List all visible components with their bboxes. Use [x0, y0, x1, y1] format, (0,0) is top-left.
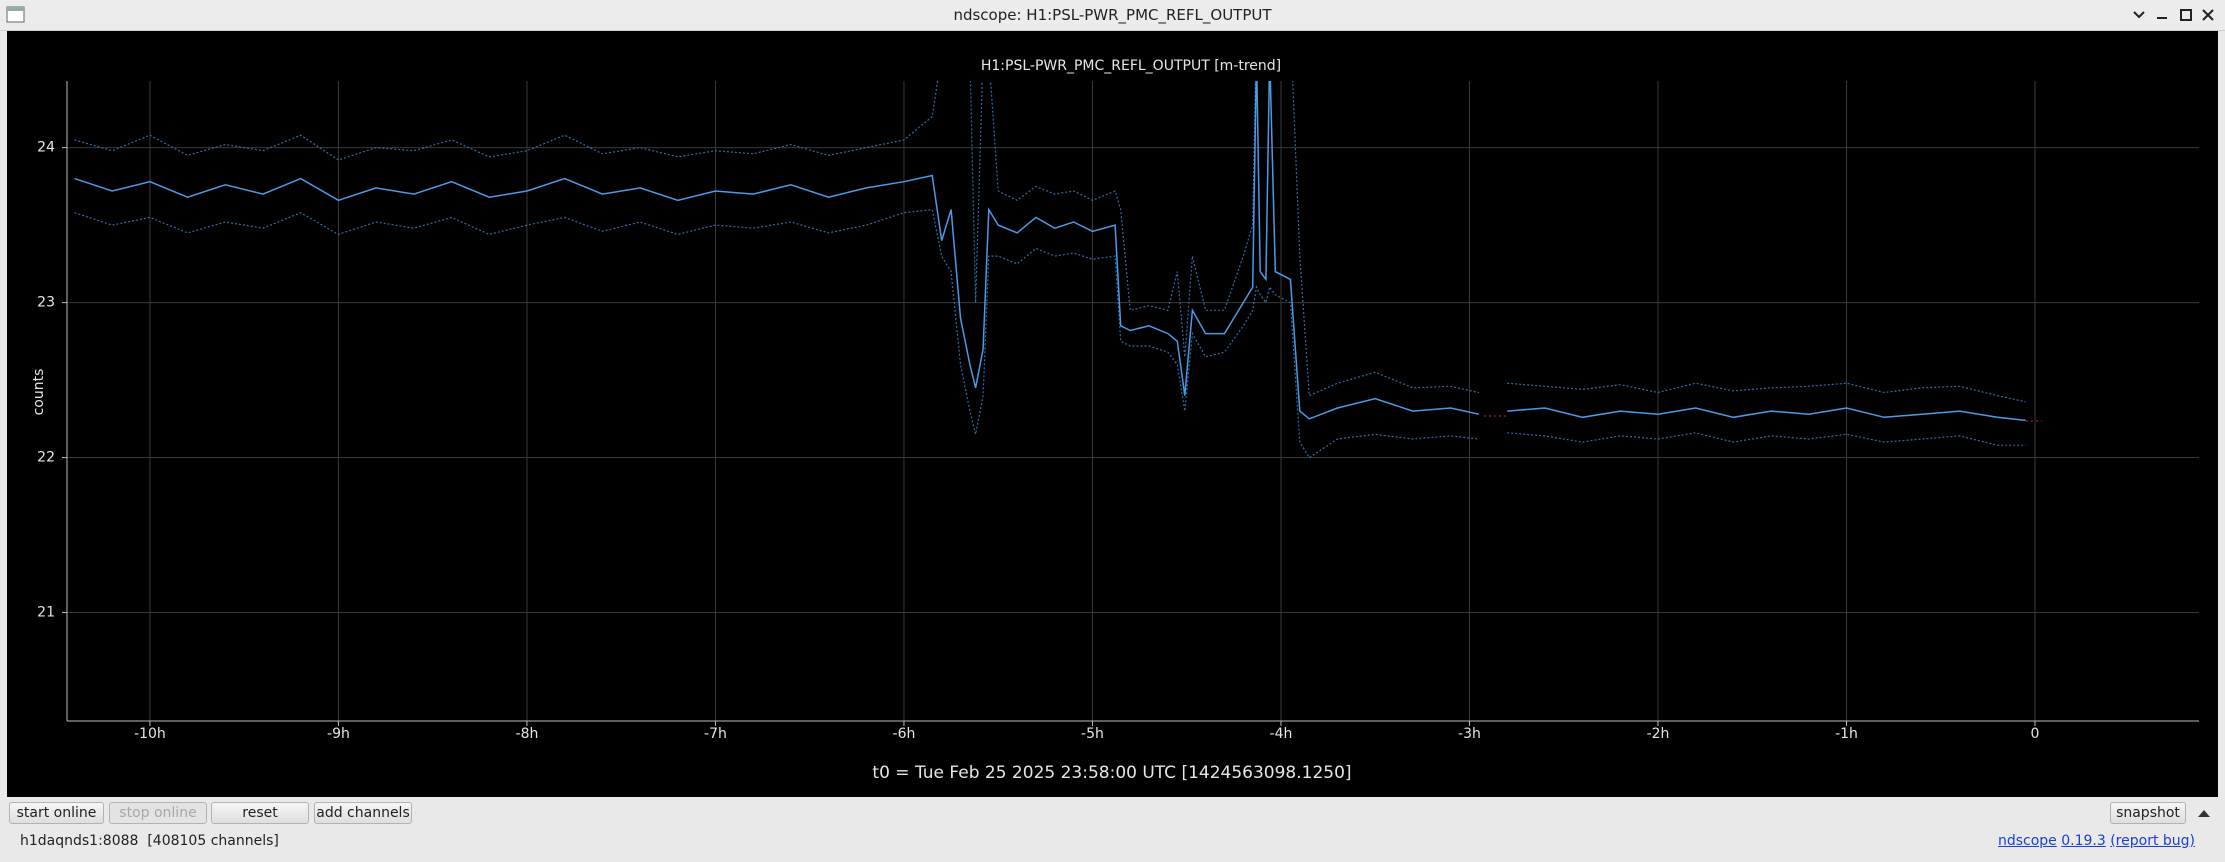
maximize-button[interactable] — [2180, 9, 2192, 21]
x-tick-label: -5h — [1081, 726, 1104, 742]
chart-title: H1:PSL-PWR_PMC_REFL_OUTPUT [m-trend] — [981, 58, 1281, 74]
window-controls — [2133, 9, 2214, 21]
server-status: h1daqnds1:8088 [408105 channels] — [20, 833, 279, 849]
app-icon — [6, 6, 25, 23]
x-tick-label: -2h — [1647, 726, 1670, 742]
close-button[interactable] — [2202, 9, 2214, 21]
report-link[interactable]: (report bug) — [2110, 833, 2195, 849]
start-online-button[interactable]: start online — [9, 802, 104, 824]
snapshot-button[interactable]: snapshot — [2110, 802, 2186, 824]
minimize-button[interactable] — [2133, 11, 2145, 19]
x-tick-label: 0 — [2031, 726, 2040, 742]
add-channels-button[interactable]: add channels — [314, 802, 412, 824]
version-link[interactable]: 0.19.3 — [2061, 833, 2106, 849]
title-bar: ndscope: H1:PSL-PWR_PMC_REFL_OUTPUT — [0, 0, 2225, 31]
x-tick-label: -9h — [327, 726, 350, 742]
stop-online-button: stop online — [109, 802, 207, 824]
y-tick-label: 23 — [37, 295, 55, 311]
plot-background — [7, 31, 2218, 797]
trend-bound-line — [74, 208, 2026, 459]
window-title: ndscope: H1:PSL-PWR_PMC_REFL_OUTPUT — [953, 6, 1272, 24]
plot-area: H1:PSL-PWR_PMC_REFL_OUTPUT [m-trend] cou… — [7, 31, 2218, 797]
y-axis-label: counts — [31, 369, 47, 416]
expand-button[interactable] — [2196, 805, 2212, 821]
app-link[interactable]: ndscope — [1997, 833, 2057, 849]
x-tick-label: -3h — [1458, 726, 1481, 742]
x-tick-label: -10h — [134, 726, 166, 742]
x-tick-label: -1h — [1835, 726, 1858, 742]
y-tick-label: 21 — [37, 605, 55, 621]
reset-button[interactable]: reset — [211, 802, 309, 824]
y-tick-label: 24 — [37, 140, 55, 156]
app-links: ndscope 0.19.3 (report bug) — [1998, 833, 2195, 849]
x-tick-label: -6h — [893, 726, 916, 742]
x-axis-label: t0 = Tue Feb 25 2025 23:58:00 UTC [14245… — [872, 763, 1351, 783]
x-tick-label: -8h — [516, 726, 539, 742]
trend-mean-line — [74, 81, 2026, 422]
x-tick-label: -7h — [704, 726, 727, 742]
trend-bound-line — [74, 81, 2026, 403]
x-tick-label: -4h — [1270, 726, 1293, 742]
y-tick-label: 22 — [37, 450, 55, 466]
